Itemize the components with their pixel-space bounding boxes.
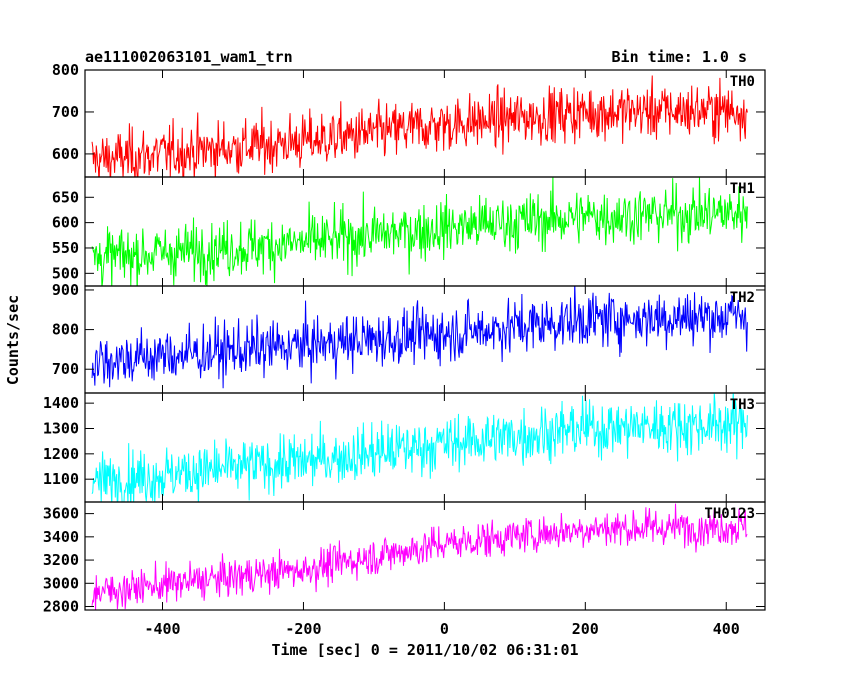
y-tick-label: 3400 (43, 528, 79, 546)
series-line-th2 (91, 286, 748, 389)
y-tick-label: 1400 (43, 394, 79, 412)
panel-th0123: 2800 3000 3200 3400 3600 TH0123 (43, 501, 766, 616)
panel-th1: 500 550 600 650 TH1 (52, 176, 766, 287)
y-tick-label: 500 (52, 264, 79, 282)
series-line-th0 (91, 75, 748, 177)
x-axis: -400 -200 0 200 400 (144, 620, 739, 638)
panels-group: 600 700 800 TH0 500 550 600 650 TH1 700 800 900 TH2 1… (43, 61, 766, 616)
y-tick-label: 600 (52, 145, 79, 163)
x-tick-label: 0 (440, 620, 449, 638)
y-tick-label: 700 (52, 360, 79, 378)
series-line-th3 (91, 393, 748, 502)
y-tick-label: 1200 (43, 445, 79, 463)
y-tick-label: 3000 (43, 574, 79, 592)
y-tick-label: 800 (52, 321, 79, 339)
y-tick-label: 900 (52, 281, 79, 299)
bin-time-label: Bin time: 1.0 s (612, 48, 747, 66)
y-axis-label: Counts/sec (4, 295, 22, 385)
panel-th0: 600 700 800 TH0 (52, 61, 766, 178)
chart-title: ae111002063101_wam1_trn (85, 48, 293, 66)
series-line-th1 (91, 177, 748, 286)
y-tick-label: 800 (52, 61, 79, 79)
y-tick-label: 1100 (43, 470, 79, 488)
panel-label-th0123: TH0123 (704, 506, 755, 522)
panel-frame (84, 176, 766, 287)
y-tick-label: 700 (52, 103, 79, 121)
x-tick-label: -400 (144, 620, 180, 638)
y-tick-label: 1300 (43, 419, 79, 437)
panel-label-th0: TH0 (730, 74, 755, 90)
y-tick-label: 2800 (43, 598, 79, 616)
y-tick-label: 600 (52, 214, 79, 232)
panel-label-th1: TH1 (730, 181, 755, 197)
x-tick-label: -200 (285, 620, 321, 638)
x-tick-label: 400 (713, 620, 740, 638)
y-tick-label: 550 (52, 239, 79, 257)
y-tick-label: 3200 (43, 551, 79, 569)
panel-label-th3: TH3 (730, 397, 755, 413)
panel-th3: 1100 1200 1300 1400 TH3 (43, 392, 766, 503)
x-axis-label: Time [sec] 0 = 2011/10/02 06:31:01 (271, 641, 578, 659)
panel-label-th2: TH2 (730, 290, 755, 306)
series-line-th0123 (91, 503, 748, 610)
panel-frame (84, 501, 766, 611)
y-tick-label: 3600 (43, 505, 79, 523)
panel-th2: 700 800 900 TH2 (52, 281, 766, 394)
y-tick-label: 650 (52, 188, 79, 206)
x-tick-label: 200 (572, 620, 599, 638)
